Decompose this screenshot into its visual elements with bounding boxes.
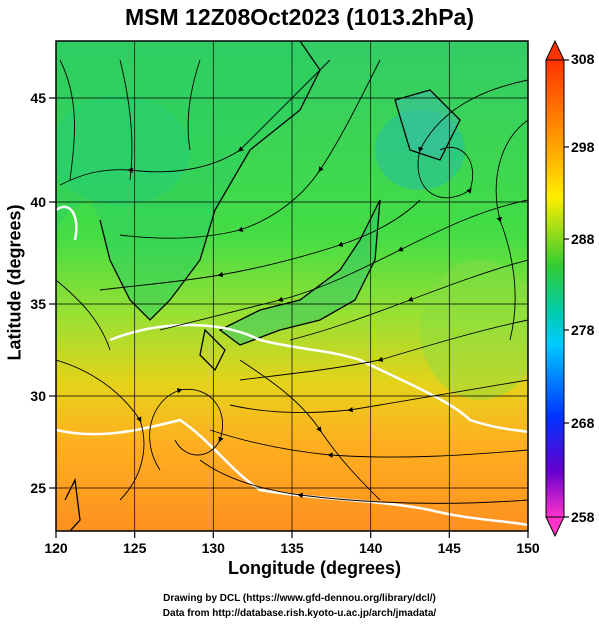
credit-data: Data from http://database.rish.kyoto-u.a… <box>162 608 437 619</box>
x-axis-label: Longitude (degrees) <box>227 558 401 578</box>
y-tick-label: 35 <box>30 296 46 312</box>
colorbar: 308 298 288 278 268 258 <box>545 39 595 538</box>
y-tick-label: 45 <box>30 90 46 106</box>
colorbar-tick-label: 258 <box>571 509 595 525</box>
y-tick-label: 30 <box>30 388 46 404</box>
warm-region <box>420 260 528 400</box>
hokkaido-region <box>395 90 460 160</box>
x-tick-label: 135 <box>280 540 304 556</box>
chart-title: MSM 12Z08Oct2023 (1013.2hPa) <box>124 4 474 30</box>
x-tick-label: 150 <box>516 540 540 556</box>
x-tick-label: 145 <box>438 540 462 556</box>
continent-region <box>56 41 320 320</box>
x-tick-label: 120 <box>44 540 68 556</box>
colorbar-min-arrow <box>545 516 565 538</box>
x-tick-label: 130 <box>202 540 226 556</box>
streamlines <box>56 59 528 504</box>
colorbar-tick-label: 278 <box>571 322 595 338</box>
y-tick-label: 25 <box>30 480 46 496</box>
y-tick-label: 40 <box>30 194 46 210</box>
grid <box>56 41 528 531</box>
colorbar-tick-label: 308 <box>571 51 595 67</box>
colorbar-tick-label: 268 <box>571 415 595 431</box>
credit-drawing: Drawing by DCL (https://www.gfd-dennou.o… <box>163 593 436 604</box>
colorbar-tick-label: 288 <box>571 231 595 247</box>
colorbar-max-arrow <box>545 39 565 61</box>
x-tick-label: 140 <box>359 540 383 556</box>
colorbar-tick-label: 298 <box>571 139 595 155</box>
x-tick-label: 125 <box>123 540 147 556</box>
